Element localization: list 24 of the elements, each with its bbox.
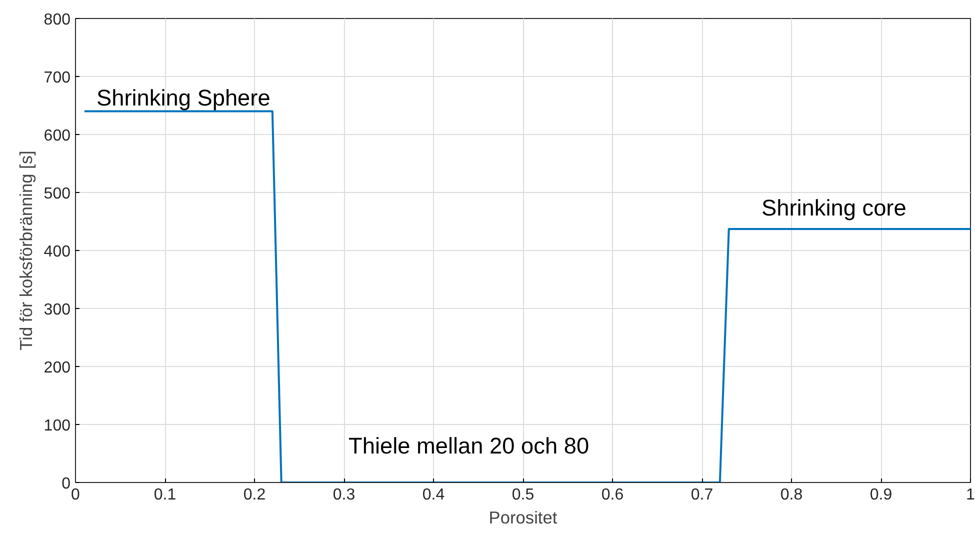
x-tick-label: 0.9 (870, 486, 892, 504)
x-tick-label: 0.2 (243, 486, 266, 504)
x-tick-label: 0.4 (422, 486, 445, 504)
y-tick-label: 100 (44, 418, 71, 434)
y-tick-label: 400 (44, 244, 71, 260)
y-tick-label: 700 (44, 70, 71, 86)
y-tick-label: 600 (44, 128, 71, 144)
annotation: Shrinking Sphere (96, 84, 270, 110)
x-tick-label: 0.1 (154, 486, 176, 504)
y-tick-label: 800 (44, 12, 71, 28)
y-tick-label: 300 (44, 302, 71, 318)
y-tick-label: 0 (62, 476, 71, 492)
x-tick-label: 0.6 (601, 486, 624, 504)
x-tick-label: 0.7 (690, 486, 714, 504)
x-tick-label: 0.5 (512, 486, 534, 504)
x-tick-label: 1 (966, 486, 975, 504)
y-axis-title: Tid för koksförbränning [s] (16, 150, 36, 350)
annotation: Shrinking core (762, 194, 906, 220)
annotation: Thiele mellan 20 och 80 (348, 432, 590, 458)
x-axis-title: Porositet (488, 508, 558, 528)
x-tick-label: 0.3 (332, 486, 356, 504)
y-tick-label: 500 (44, 186, 71, 202)
y-tick-label: 200 (44, 360, 71, 376)
x-tick-label: 0.8 (780, 486, 803, 504)
